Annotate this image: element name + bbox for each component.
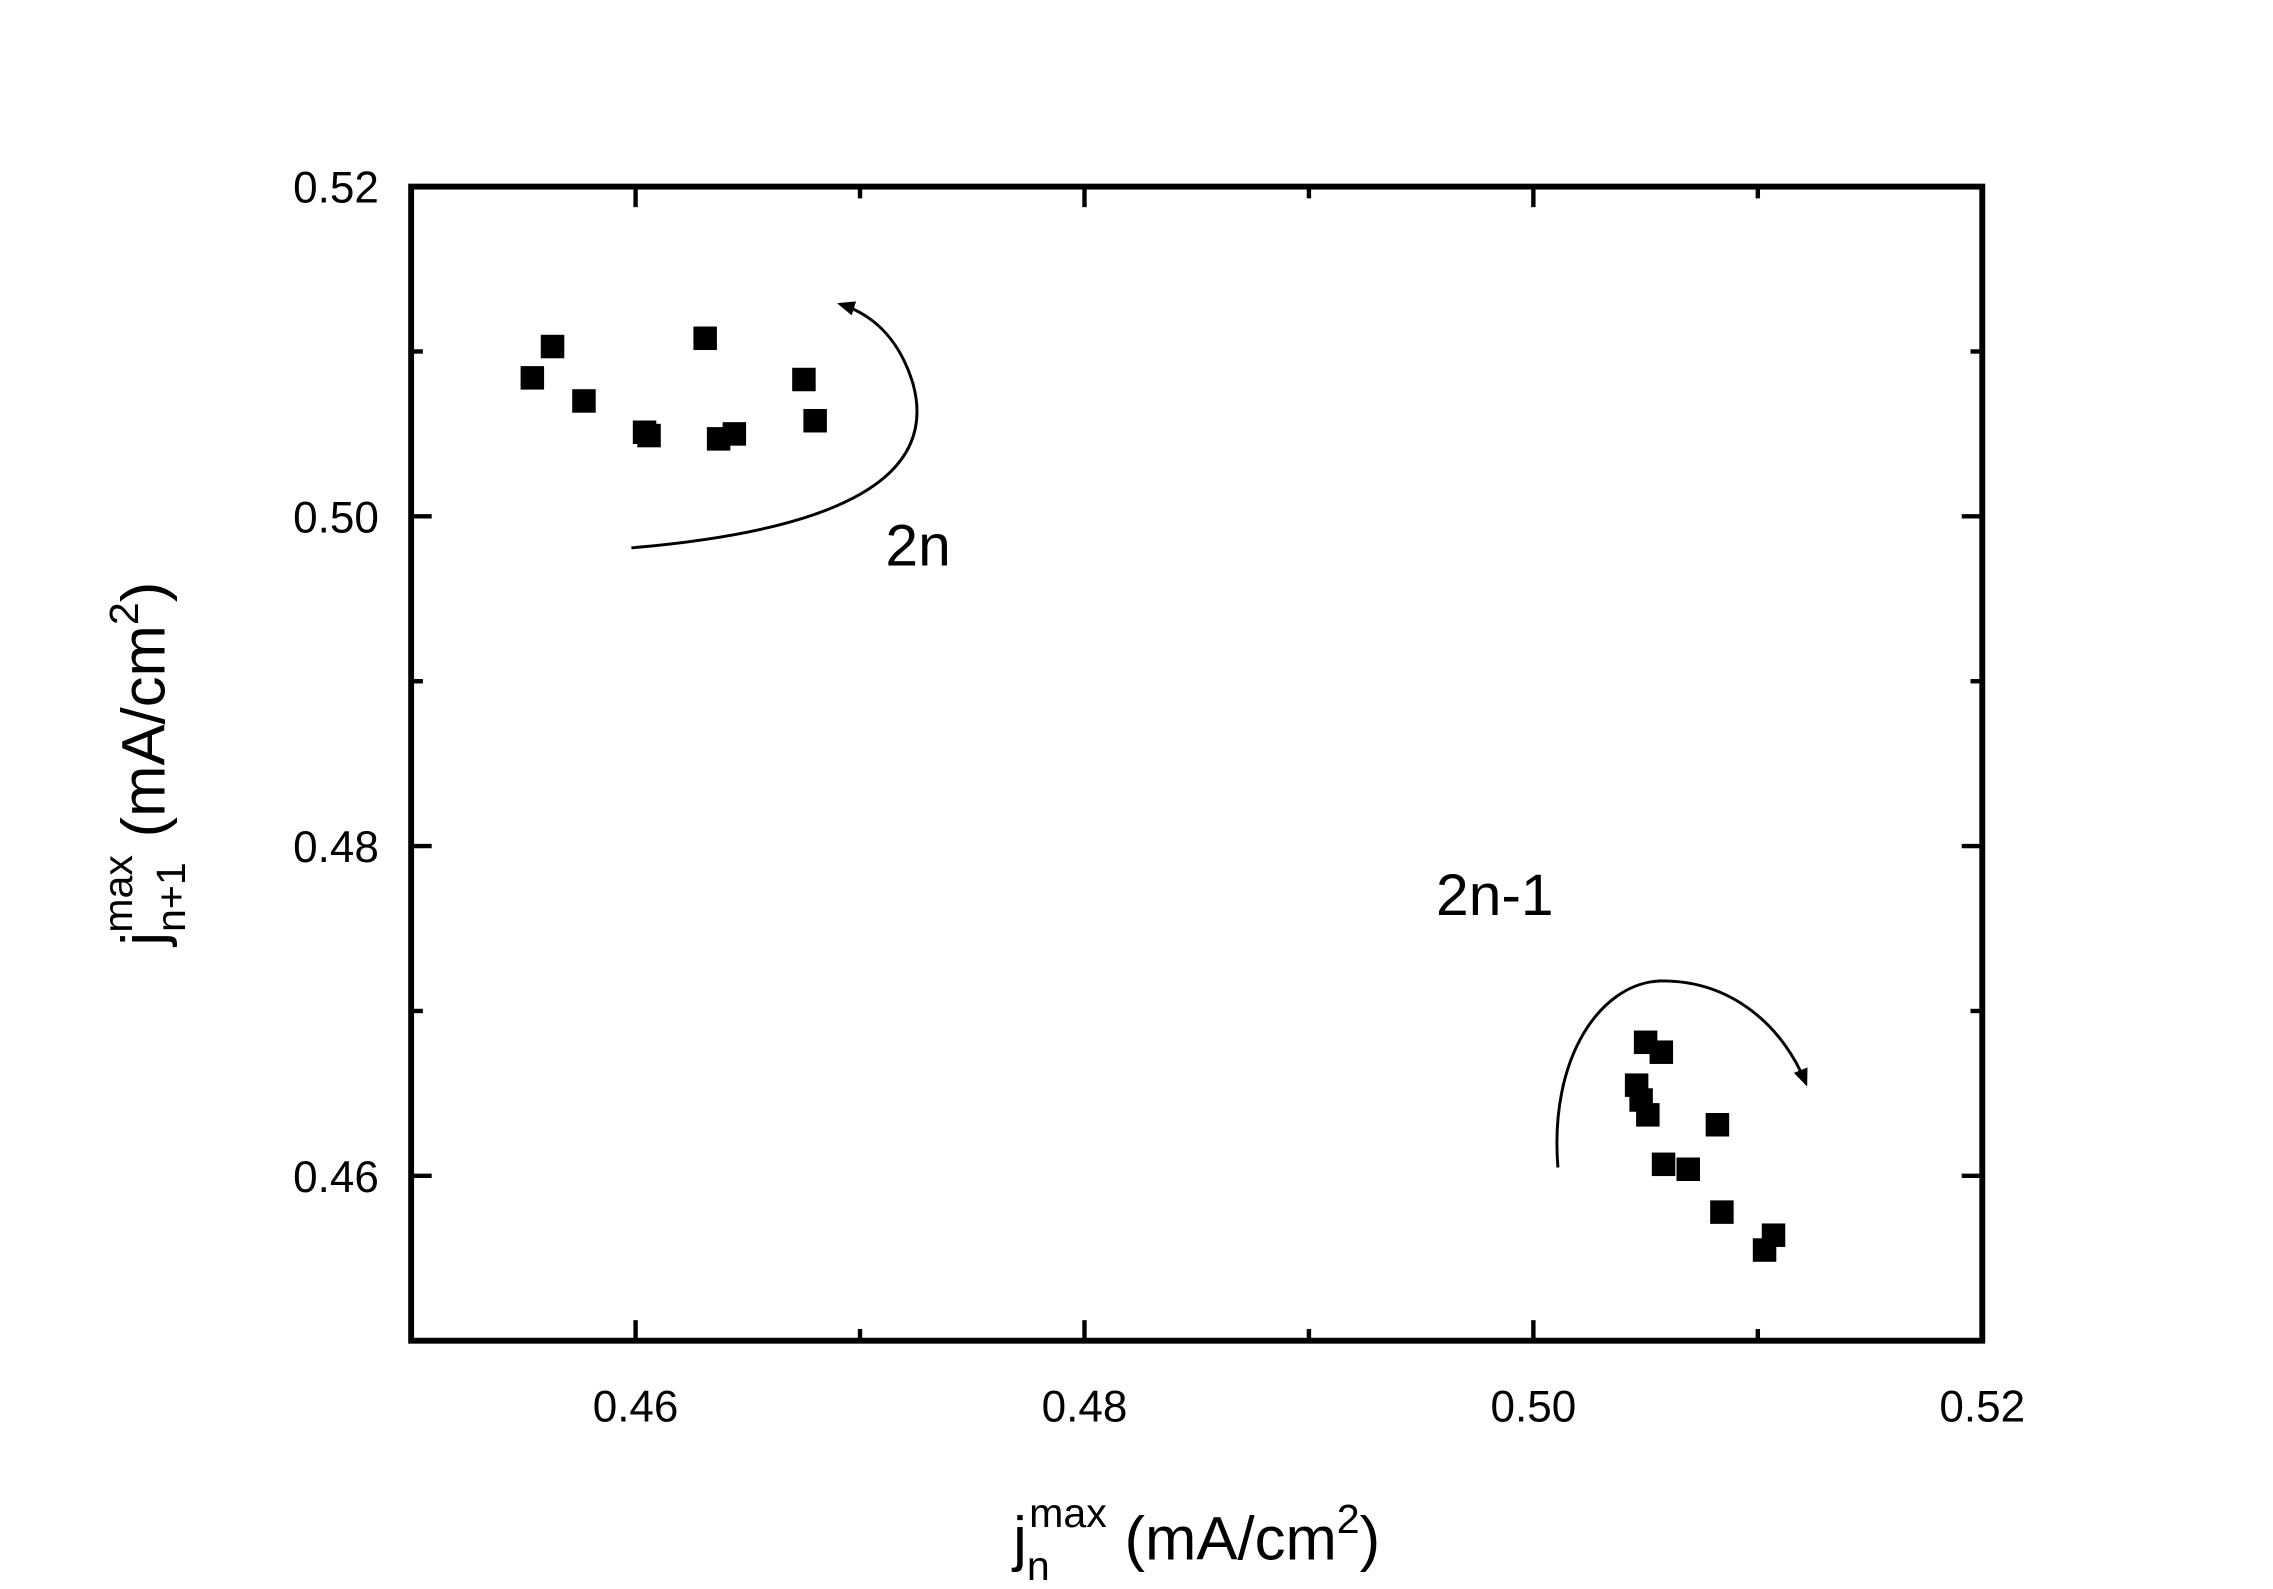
- y-tick-label: 0.52: [293, 164, 379, 213]
- annotation: 2n-1: [1436, 863, 1554, 928]
- y-tick-label: 0.48: [293, 823, 379, 872]
- point: [803, 408, 827, 433]
- x-tick-label: 0.46: [593, 1382, 679, 1431]
- point: [1752, 1238, 1777, 1262]
- point: [722, 422, 747, 446]
- point: [637, 423, 661, 448]
- annotation: 2n: [885, 513, 950, 578]
- point: [1710, 1200, 1734, 1224]
- cycle-arrow: [631, 301, 919, 550]
- point: [540, 334, 565, 359]
- point: [792, 367, 816, 392]
- y-tick-label: 0.46: [293, 1153, 379, 1202]
- point: [520, 366, 545, 390]
- point: [1676, 1157, 1700, 1182]
- point: [1636, 1103, 1660, 1127]
- x-tick-label: 0.48: [1042, 1382, 1128, 1431]
- plot-frame: [408, 183, 1986, 1344]
- point: [1649, 1040, 1674, 1064]
- x-tick-label: 0.52: [1939, 1382, 2025, 1431]
- x-axis-label: jnmax (mA/cm2): [1011, 1490, 1380, 1589]
- point: [1651, 1152, 1676, 1177]
- x-tick-label: 0.50: [1491, 1382, 1577, 1431]
- point: [693, 326, 717, 351]
- cycle-arrow: [1555, 979, 1808, 1168]
- y-tick-label: 0.50: [293, 494, 379, 543]
- point: [1705, 1112, 1730, 1137]
- y-axis-label: jn+1max(mA/cm2): [95, 582, 194, 948]
- point: [572, 389, 596, 413]
